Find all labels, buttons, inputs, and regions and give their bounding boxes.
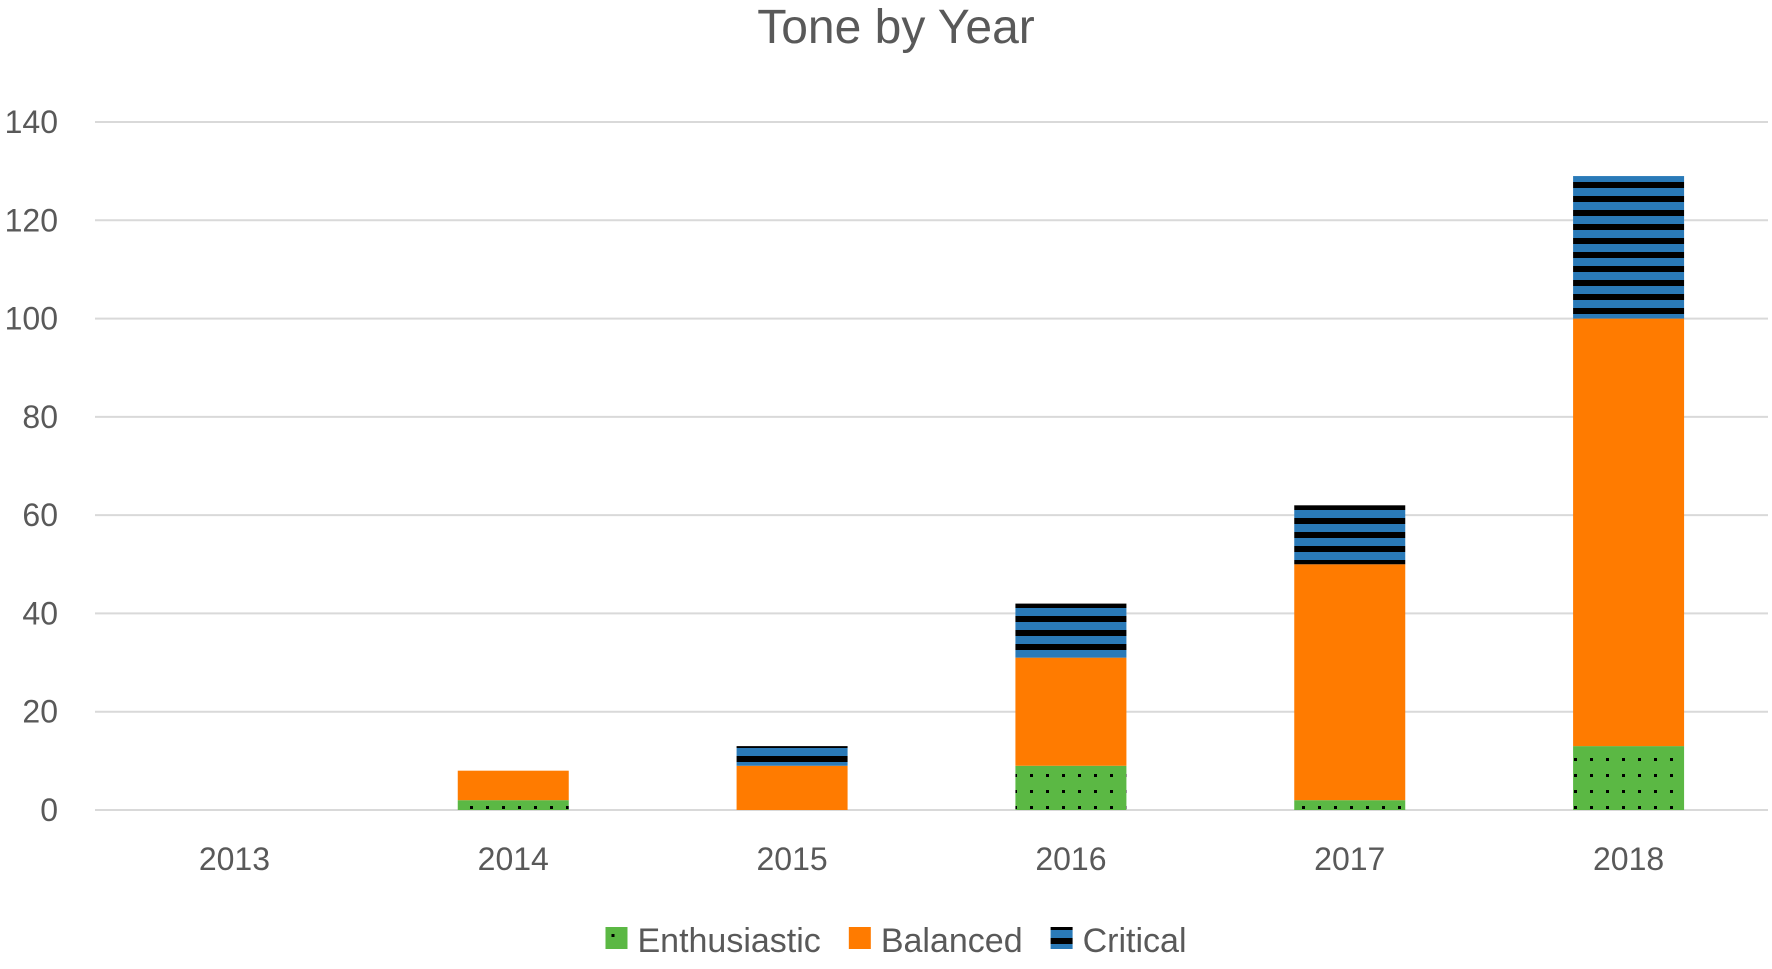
x-tick-label: 2014: [478, 841, 549, 877]
legend: Enthusiastic Balanced Critical: [605, 922, 1187, 960]
legend-label: Balanced: [881, 922, 1023, 960]
legend-item-balanced: Balanced: [848, 922, 1023, 960]
bar-critical-2016: [1015, 603, 1127, 658]
y-tick-label: 140: [5, 104, 58, 140]
bar-enthusiastic-2017: [1294, 800, 1406, 810]
x-tick-label: 2013: [199, 841, 270, 877]
x-axis-ticks: 2013 2014 2015 2016 2017 2018: [199, 841, 1664, 877]
y-tick-label: 20: [22, 694, 58, 730]
y-axis-ticks: 0 20 40 60 80 100 120 140: [5, 104, 58, 828]
legend-item-critical: Critical: [1050, 922, 1187, 960]
bars: [457, 176, 1685, 810]
gridlines: [95, 121, 1768, 811]
y-tick-label: 120: [5, 202, 58, 238]
bar-critical-2017: [1294, 505, 1406, 565]
legend-swatch-critical: [1050, 927, 1073, 949]
x-tick-label: 2016: [1035, 841, 1106, 877]
bar-balanced-2016: [1015, 657, 1127, 766]
y-tick-label: 40: [22, 595, 58, 631]
x-tick-label: 2018: [1593, 841, 1664, 877]
bar-enthusiastic-2018: [1573, 746, 1685, 810]
bar-balanced-2015: [736, 765, 848, 810]
bar-enthusiastic-2014: [457, 800, 569, 810]
y-tick-label: 80: [22, 399, 58, 435]
legend-label: Enthusiastic: [637, 922, 820, 960]
y-tick-label: 60: [22, 497, 58, 533]
y-tick-label: 100: [5, 301, 58, 337]
legend-label: Critical: [1083, 922, 1187, 960]
legend-swatch-enthusiastic: [605, 927, 628, 949]
chart-title: Tone by Year: [757, 1, 1035, 54]
bar-balanced-2017: [1294, 564, 1406, 801]
x-tick-label: 2017: [1314, 841, 1385, 877]
bar-balanced-2018: [1573, 318, 1685, 747]
bar-critical-2018: [1573, 176, 1685, 319]
legend-item-enthusiastic: Enthusiastic: [605, 922, 821, 960]
bar-balanced-2014: [457, 770, 569, 801]
bar-enthusiastic-2016: [1015, 765, 1127, 810]
bar-critical-2015: [736, 746, 848, 766]
x-tick-label: 2015: [756, 841, 827, 877]
legend-swatch-balanced: [848, 927, 871, 949]
y-tick-label: 0: [40, 792, 58, 828]
